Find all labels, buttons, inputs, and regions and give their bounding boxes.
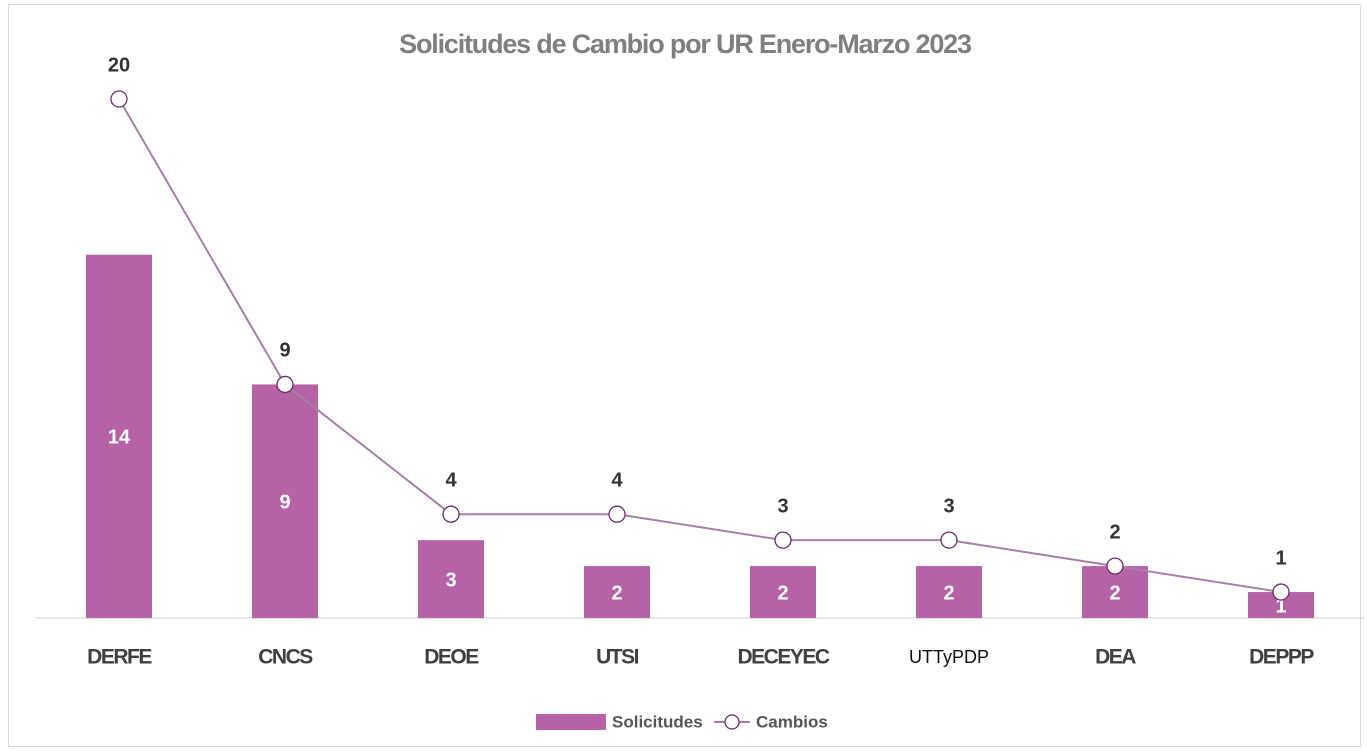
bar-label: 3 bbox=[445, 569, 456, 591]
line-marker bbox=[442, 505, 460, 523]
legend-marker bbox=[724, 714, 740, 730]
legend-label: Cambios bbox=[756, 712, 828, 731]
x-tick-label: DEA bbox=[1095, 646, 1136, 669]
line-marker bbox=[1106, 557, 1124, 575]
bar bbox=[916, 566, 982, 618]
x-tick-label: DEOE bbox=[424, 646, 479, 669]
bar-label: 2 bbox=[943, 582, 954, 604]
bar-label: 14 bbox=[108, 427, 131, 449]
bar bbox=[750, 566, 816, 618]
line-marker bbox=[608, 505, 626, 523]
bar-label: 2 bbox=[1109, 582, 1120, 604]
bar bbox=[418, 540, 484, 618]
bar bbox=[86, 254, 152, 618]
line-label: 4 bbox=[445, 469, 457, 491]
bar-label: 1 bbox=[1275, 595, 1286, 617]
line-label: 2 bbox=[1109, 521, 1120, 543]
x-tick-label: UTSI bbox=[596, 646, 639, 669]
bar-label: 2 bbox=[777, 582, 788, 604]
bar bbox=[584, 566, 650, 618]
x-tick-label: UTTyPDP bbox=[909, 647, 989, 667]
bar-label: 9 bbox=[279, 492, 290, 514]
legend-swatch bbox=[536, 714, 606, 730]
chart-border bbox=[8, 4, 1361, 747]
bar-label: 2 bbox=[611, 582, 622, 604]
line-marker bbox=[940, 531, 958, 549]
bar bbox=[1082, 566, 1148, 618]
line-label: 20 bbox=[108, 54, 130, 76]
line-marker bbox=[774, 531, 792, 549]
line-label: 4 bbox=[611, 469, 623, 491]
x-tick-label: DEPPP bbox=[1249, 646, 1314, 669]
line bbox=[118, 98, 1282, 594]
legend-label: Solicitudes bbox=[612, 712, 703, 731]
line-label: 9 bbox=[279, 340, 290, 362]
bar bbox=[252, 384, 318, 618]
x-tick-label: DECEYEC bbox=[737, 646, 829, 669]
x-tick-label: DERFE bbox=[87, 646, 152, 669]
x-tick-label: CNCS bbox=[258, 646, 313, 669]
chart-title: Solicitudes de Cambio por UR Enero-Marzo… bbox=[399, 29, 972, 59]
line-label: 1 bbox=[1275, 547, 1286, 569]
line-marker bbox=[276, 375, 294, 394]
line-label: 3 bbox=[943, 495, 954, 517]
line-marker bbox=[110, 90, 128, 108]
line-label: 3 bbox=[777, 495, 788, 517]
line-marker bbox=[1272, 583, 1290, 601]
